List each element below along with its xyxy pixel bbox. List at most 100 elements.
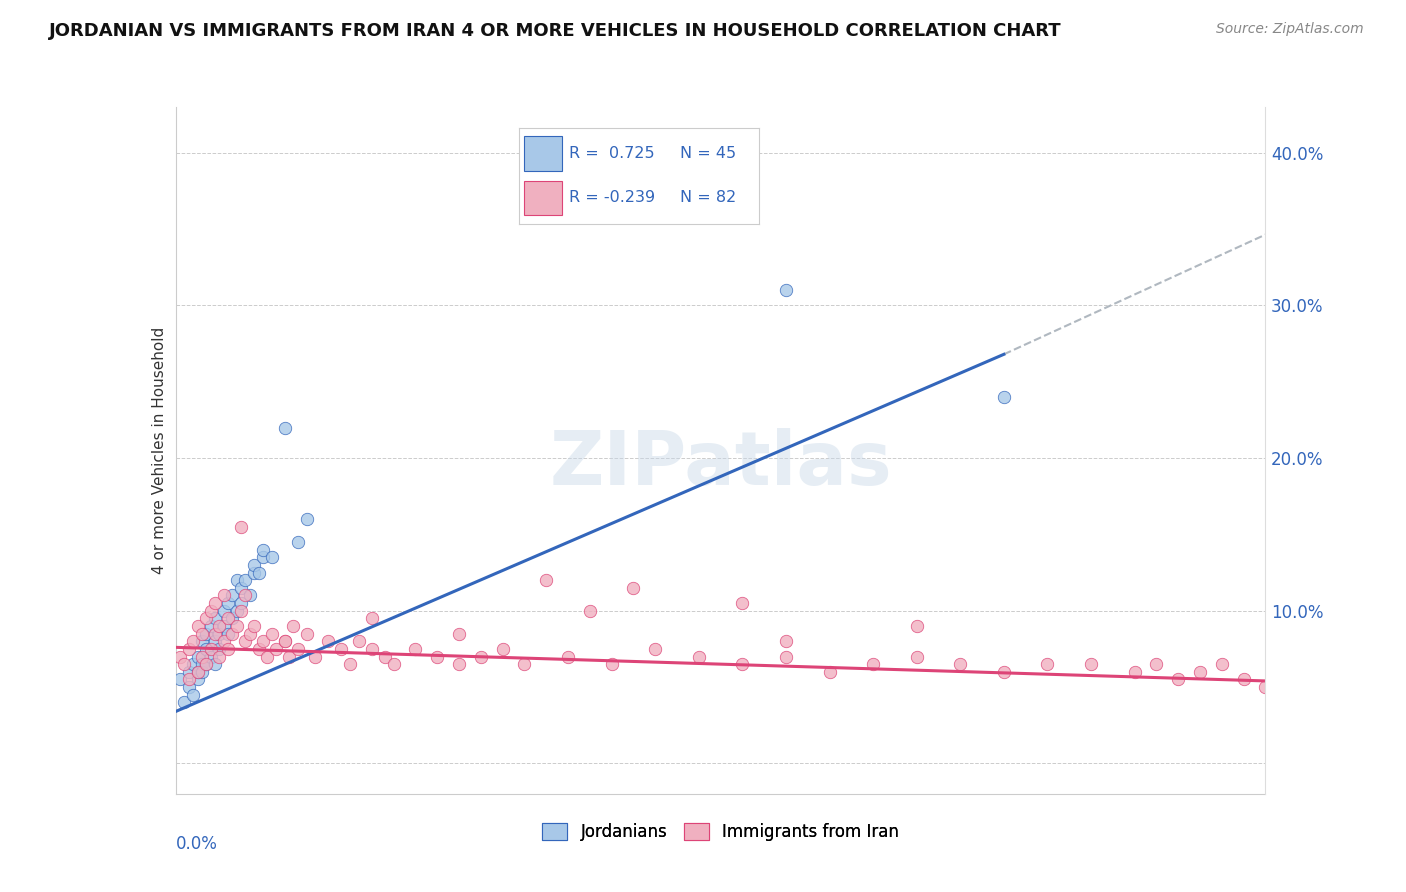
Point [600,657,623,672]
Point [274,634,297,648]
Point [235,573,257,587]
Point [200,641,222,656]
Point [347,634,370,648]
Point [426,649,449,664]
Point [212,589,235,603]
Point [200,619,222,633]
Point [405,641,427,656]
Text: ZIPatlas: ZIPatlas [550,427,891,500]
Point [186,673,209,687]
Point [200,649,222,664]
Point [1036,657,1059,672]
Point [360,611,382,625]
Point [195,641,218,656]
Point [217,641,239,656]
Point [191,665,214,679]
Point [191,626,214,640]
Point [470,649,492,664]
Point [621,581,644,595]
Point [534,573,557,587]
Point [217,611,239,625]
Point [177,680,200,694]
Point [208,649,231,664]
Point [304,649,326,664]
Point [274,420,297,434]
Text: Source: ZipAtlas.com: Source: ZipAtlas.com [1216,22,1364,37]
Point [173,657,195,672]
Y-axis label: 4 or more Vehicles in Household: 4 or more Vehicles in Household [152,326,167,574]
Point [191,634,214,648]
Point [905,649,928,664]
Point [231,604,253,618]
Point [231,520,253,534]
Point [283,619,305,633]
Point [447,626,470,640]
Point [295,512,318,526]
Point [862,657,884,672]
Point [181,688,204,702]
Point [579,604,602,618]
Point [200,604,222,618]
Point [260,626,283,640]
Point [775,634,797,648]
Point [208,619,231,633]
Point [557,649,579,664]
Point [252,634,274,648]
Point [243,558,266,572]
Point [186,665,209,679]
Point [177,665,200,679]
Point [186,665,209,679]
Point [212,619,235,633]
Point [247,566,270,580]
Point [644,641,666,656]
Point [287,535,309,549]
Point [949,657,972,672]
Point [191,649,214,664]
Point [256,649,278,664]
Point [688,649,710,664]
Point [1167,673,1189,687]
Point [1254,680,1277,694]
Legend: Jordanians, Immigrants from Iran: Jordanians, Immigrants from Iran [536,816,905,847]
Point [231,581,253,595]
Point [243,619,266,633]
Point [186,649,209,664]
Point [181,657,204,672]
Point [169,649,191,664]
Point [195,657,218,672]
Point [204,596,226,610]
Point [775,649,797,664]
Point [173,695,195,709]
Point [186,619,209,633]
Point [225,573,247,587]
Point [318,634,340,648]
Point [818,665,841,679]
Point [212,604,235,618]
Point [204,634,226,648]
Point [330,641,353,656]
Point [492,641,515,656]
Point [1144,657,1167,672]
Point [177,673,200,687]
Point [217,626,239,640]
Point [287,641,309,656]
Point [447,657,470,672]
Point [1232,673,1256,687]
Point [212,634,235,648]
Point [225,604,247,618]
Point [1189,665,1212,679]
Point [231,596,253,610]
Point [1080,657,1102,672]
Point [295,626,318,640]
Point [993,390,1015,404]
Text: 0.0%: 0.0% [176,835,218,853]
Point [243,566,266,580]
Point [239,626,262,640]
Point [235,589,257,603]
Point [260,550,283,565]
Point [360,641,382,656]
Point [217,596,239,610]
Point [339,657,361,672]
Point [1123,665,1146,679]
Point [274,634,297,648]
